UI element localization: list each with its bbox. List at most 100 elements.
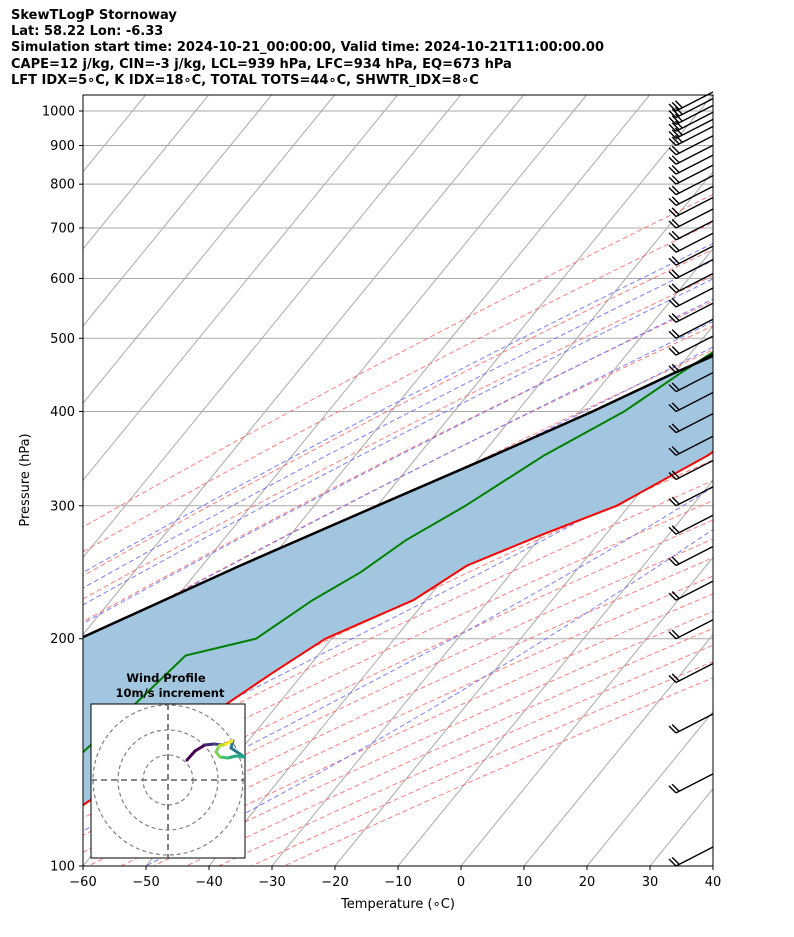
wind-barb [668, 97, 714, 119]
wind-barb-staff [675, 208, 714, 229]
wind-barb-feather [668, 858, 677, 867]
wind-barb-feather [671, 269, 680, 278]
wind-barb [668, 713, 714, 734]
wind-barb-feather [671, 673, 680, 682]
dry-adiabat-line [83, 459, 713, 765]
moist-adiabat-line [83, 298, 713, 625]
wind-barb-feather [671, 256, 680, 265]
moist-adiabat-line [83, 320, 713, 646]
wind-barb-feather [668, 166, 677, 175]
wind-barb-staff [675, 220, 714, 241]
wind-barb-staff [675, 846, 714, 867]
dewpoint-line [83, 350, 713, 754]
indices-line-2: LFT IDX=5∘C, K IDX=18∘C, TOTAL TOTS=44∘C… [11, 72, 479, 88]
wind-barb-feather [668, 425, 677, 434]
isotherm-line [712, 865, 713, 866]
isotherm-line [523, 633, 713, 866]
wind-barbs [668, 91, 714, 867]
wind-barb-feather [671, 629, 680, 638]
wind-barb [668, 619, 714, 640]
wind-barb-feather [671, 136, 680, 145]
isotherm-line [0, 95, 83, 866]
wind-barb-staff [675, 287, 714, 308]
chart-title: SkewTLogP Stornoway [11, 8, 177, 23]
wind-barb-feather [668, 447, 677, 456]
wind-barb [668, 111, 714, 132]
wind-barb-staff [675, 302, 714, 323]
wind-barb-feather [674, 106, 683, 115]
wind-barb-staff [675, 545, 714, 567]
hodograph-segment [203, 742, 216, 747]
wind-barb-feather [668, 123, 677, 132]
wind-barb-staff [675, 318, 714, 339]
wind-barb-feather [668, 130, 677, 139]
wind-barb-feather [671, 164, 680, 173]
x-tick-label: −60 [69, 875, 96, 890]
dry-adiabat-line [83, 499, 713, 801]
moist-adiabat-line [83, 259, 713, 589]
wind-barb [668, 174, 714, 196]
wind-barb-feather [668, 592, 677, 601]
wind-barb-feather [668, 526, 677, 535]
wind-barb-feather [671, 723, 680, 732]
wind-barb-feather [671, 470, 680, 479]
y-tick-label: 700 [50, 221, 75, 236]
wind-barb [668, 486, 714, 507]
x-tick-label: −20 [321, 875, 348, 890]
wind-barb [668, 459, 714, 481]
wind-barb-staff [675, 713, 714, 734]
y-axis-label: Pressure (hPa) [18, 433, 33, 526]
wind-barb-staff [675, 196, 714, 218]
isotherm-line [83, 95, 461, 559]
wind-barb-staff [675, 391, 714, 413]
wind-barb [668, 220, 714, 241]
wind-barb-staff [675, 335, 714, 356]
wind-barb-feather [668, 631, 677, 640]
wind-barb-feather [671, 297, 680, 306]
wind-barb-feather [668, 176, 677, 185]
dry-adiabat-line [83, 300, 713, 623]
wind-barb-feather [671, 856, 680, 865]
wind-barb-staff [675, 662, 714, 684]
wind-barb-staff [675, 371, 714, 393]
hodograph-segment [185, 749, 197, 762]
wind-barb-feather [668, 558, 677, 567]
wind-barb-feather [668, 365, 677, 374]
y-tick-label: 900 [50, 139, 75, 154]
wind-barb [668, 245, 714, 266]
dry-adiabat-line [83, 193, 713, 528]
y-tick-label: 400 [50, 405, 75, 420]
mixing-ratio-line [733, 95, 794, 279]
wind-barb-staff [675, 232, 714, 253]
isotherm-line [586, 710, 713, 866]
wind-barb-staff [675, 412, 714, 434]
x-tick-label: 0 [457, 875, 465, 890]
wind-barb-staff [675, 459, 714, 481]
wind-barb-feather [671, 185, 680, 194]
wind-barb-feather [671, 556, 680, 565]
wind-barb [668, 135, 714, 156]
isotherm-line [83, 95, 272, 327]
wind-barb-feather [668, 299, 677, 308]
isotherm-line [460, 556, 713, 866]
wind-barb [668, 144, 714, 165]
wind-barb [668, 258, 714, 280]
wind-barb [668, 580, 714, 601]
wind-barb-feather [668, 785, 677, 794]
wind-barb-feather [668, 156, 677, 165]
wind-barb-feather [668, 330, 677, 339]
y-tick-label: 100 [50, 860, 75, 875]
wind-barb-feather [671, 783, 680, 792]
wind-barb-feather [668, 138, 677, 147]
wind-barb-staff [675, 154, 714, 175]
x-tick-label: −30 [258, 875, 285, 890]
isotherm-line [83, 95, 209, 250]
hodograph-title: Wind Profile [126, 671, 206, 685]
wind-barb-feather [671, 155, 680, 164]
wind-barb-staff [675, 435, 714, 456]
hodograph-inset: Wind Profile 10m/s increment [90, 671, 246, 859]
wind-barb-feather [668, 498, 677, 507]
isotherm-line [83, 95, 587, 713]
wind-barb [668, 196, 714, 218]
